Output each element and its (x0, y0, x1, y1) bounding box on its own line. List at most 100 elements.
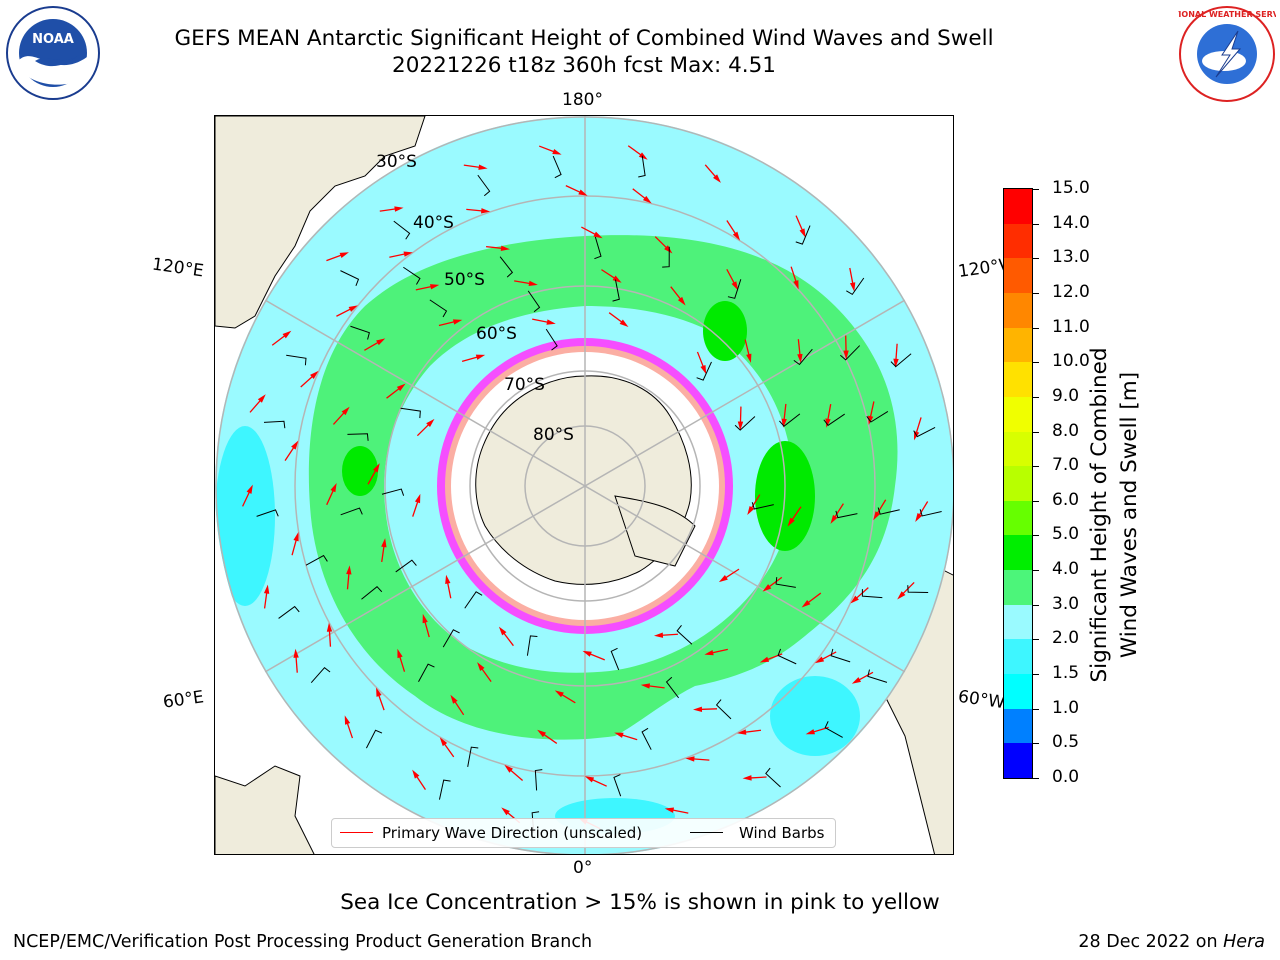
colorbar (1003, 188, 1033, 779)
credit-left: NCEP/EMC/Verification Post Processing Pr… (13, 932, 593, 952)
wave-direction-arrowhead (843, 350, 849, 360)
wave-direction-arrowhead (849, 282, 856, 292)
wave-direction-arrowhead (801, 599, 811, 608)
colorbar-tick-mark (1033, 431, 1039, 433)
wind-barb (775, 577, 796, 588)
wind-barb (662, 246, 670, 268)
wave-direction-arrowhead (445, 574, 451, 585)
colorbar-tick-label: 12.0 (1052, 281, 1090, 302)
wind-barb (534, 769, 543, 791)
colorbar-segment (1004, 327, 1032, 363)
wave-direction-arrowhead (762, 584, 772, 592)
wave-direction-arrowhead (439, 737, 448, 747)
chart-subtitle: 20221226 t18z 360h fcst Max: 4.51 (392, 53, 776, 78)
wave-direction-arrowhead (742, 775, 752, 781)
wave-direction-arrowhead (593, 231, 603, 239)
wave-direction-arrowhead (746, 353, 752, 363)
wind-barb (612, 279, 620, 302)
colorbar-tick-mark (1033, 258, 1039, 260)
wave-direction-arrow (790, 266, 798, 284)
wave-direction-arrow (446, 580, 452, 599)
wave-direction-arrow (646, 684, 665, 689)
wave-direction-arrowhead (805, 729, 816, 735)
wave-direction-arrowhead (582, 650, 592, 657)
wave-direction-arrow (326, 253, 344, 262)
wave-direction-arrowhead (718, 575, 728, 583)
wave-direction-arrow (538, 145, 557, 154)
wave-direction-arrow (242, 489, 251, 507)
wave-direction-arrowhead (897, 591, 906, 600)
colorbar-segment (1004, 466, 1032, 502)
wave-direction-arrowhead (850, 595, 859, 604)
wave-direction-arrow (367, 468, 378, 485)
wave-direction-arrowhead (310, 370, 319, 379)
wind-barb (919, 509, 942, 517)
wave-direction-arrow (300, 374, 315, 388)
wave-direction-arrowhead (397, 648, 403, 659)
wind-barb (835, 510, 858, 519)
wave-direction-arrow (739, 406, 742, 425)
colorbar-tick-mark (1033, 743, 1039, 745)
wave-direction-arrow (381, 544, 385, 563)
wind-barb (278, 605, 300, 619)
wave-direction-arrowhead (344, 715, 351, 725)
wave-direction-arrow (710, 648, 728, 654)
colorbar-tick-label: 11.0 (1052, 316, 1090, 337)
colorbar-label: Significant Height of Combined Wind Wave… (1085, 265, 1145, 765)
wind-barb (610, 647, 620, 671)
wind-barb (361, 586, 383, 600)
wave-direction-arrowhead (638, 152, 648, 160)
colorbar-tick-label: 6.0 (1052, 489, 1080, 510)
wave-direction-arrowhead (552, 148, 562, 155)
colorbar-segment (1004, 708, 1032, 744)
sea-ice-note: Sea Ice Concentration > 15% is shown in … (340, 890, 940, 915)
wave-direction-arrow (398, 654, 406, 672)
wave-direction-arrow (819, 651, 837, 661)
wave-direction-arrowhead (376, 687, 382, 697)
colorbar-segment (1004, 189, 1032, 225)
colorbar-tick-mark (1033, 778, 1039, 779)
wind-barb (594, 236, 602, 260)
wind-barb (395, 559, 417, 573)
wind-barb (727, 279, 742, 299)
colorbar-tick-label: 0.0 (1052, 767, 1080, 787)
wave-direction-arrowhead (501, 807, 510, 816)
wave-direction-arrows (242, 145, 942, 833)
wave-direction-arrowhead (282, 330, 292, 339)
wave-direction-arrow (691, 758, 710, 761)
wind-barb (365, 729, 383, 749)
wave-direction-arrowhead (326, 622, 333, 632)
wind-barb (866, 411, 889, 423)
wave-direction-arrowhead (346, 565, 352, 575)
lon-label-180: 180° (562, 90, 603, 110)
wave-direction-arrow (332, 410, 347, 425)
wind-barb (613, 774, 622, 797)
colorbar-tick-mark (1033, 604, 1039, 606)
wave-direction-arrow (587, 652, 605, 661)
colorbar-segment (1004, 223, 1032, 259)
wind-barb (256, 509, 279, 517)
wave-direction-arrow (565, 185, 583, 194)
wave-direction-arrow (783, 403, 787, 422)
lon-label-60e: 60°E (161, 687, 206, 713)
wave-direction-arrowhead (348, 305, 358, 312)
wave-direction-arrow (453, 699, 465, 716)
wave-direction-arrowhead (787, 517, 795, 527)
wave-direction-arrowhead (664, 807, 675, 813)
wave-direction-arrowhead (341, 406, 350, 416)
colorbar-tick-label: 2.0 (1052, 628, 1080, 649)
wind-barb (861, 589, 883, 599)
wave-direction-arrow (654, 236, 669, 250)
wind-barb (263, 420, 286, 429)
wave-direction-arrow (790, 506, 802, 522)
wave-direction-arrow (601, 269, 617, 280)
colorbar-tick-mark (1033, 189, 1039, 190)
wave-direction-arrow (502, 630, 514, 647)
colorbar-segment (1004, 604, 1032, 640)
wave-direction-arrow (336, 307, 353, 317)
wave-direction-arrowhead (799, 228, 806, 238)
colorbar-segment (1004, 639, 1032, 675)
nws-logo: NATIONAL WEATHER SERVICE (1178, 6, 1276, 102)
colorbar-label-line2: Wind Waves and Swell [m] (1117, 371, 1142, 659)
wave-direction-arrow (854, 587, 869, 601)
